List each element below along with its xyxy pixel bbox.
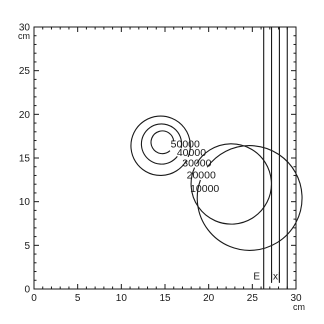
y-tick-label: 30	[19, 23, 31, 34]
contour-30000	[130, 115, 191, 177]
y-tick-label: 0	[24, 285, 30, 296]
x-unit-label: cm	[293, 302, 305, 312]
annotation-e: E	[253, 271, 260, 282]
x-tick-label: 0	[31, 293, 37, 304]
contour-label-20000: 20000	[187, 169, 216, 181]
y-unit-label: cm	[18, 31, 30, 41]
y-tick-label: 25	[19, 66, 31, 77]
contour-20000	[190, 143, 272, 225]
x-tick-label: 25	[247, 293, 259, 304]
x-tick-label: 30	[290, 293, 302, 304]
contour-label-10000: 10000	[190, 183, 219, 195]
x-tick-label: 20	[203, 293, 215, 304]
y-tick-label: 20	[19, 110, 31, 121]
y-tick-label: 5	[24, 241, 30, 252]
contour-40000	[140, 123, 183, 165]
contour-label-50000: 50000	[171, 139, 200, 151]
x-tick-label: 15	[159, 293, 171, 304]
contour-label-40000: 40000	[177, 147, 206, 159]
contour-10000	[196, 145, 303, 251]
annotation-abs-x: |x|	[270, 271, 280, 282]
x-tick-label: 5	[75, 293, 81, 304]
vertical-lines	[263, 27, 288, 289]
y-tick-label: 10	[19, 197, 31, 208]
y-tick-label: 15	[19, 154, 31, 165]
contour-label-30000: 30000	[182, 157, 211, 169]
contour-50000	[150, 130, 175, 155]
x-tick-label: 10	[116, 293, 128, 304]
annotations: E |x|	[253, 271, 280, 282]
